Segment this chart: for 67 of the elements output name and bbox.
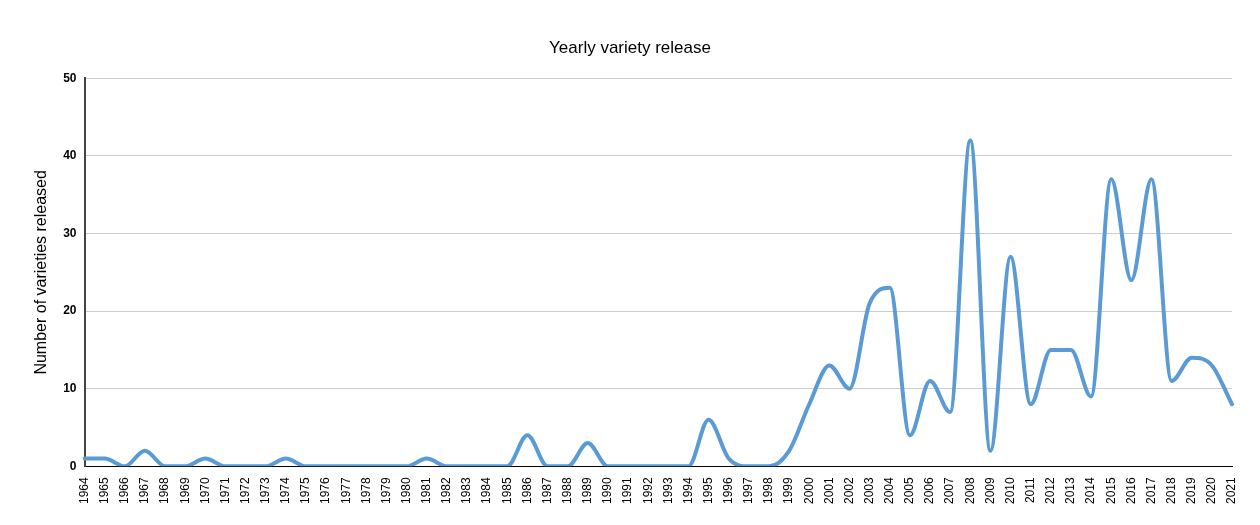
y-axis-title: Number of varieties released (32, 170, 50, 375)
x-tick-label: 1981 (419, 476, 434, 505)
x-tick-label: 1992 (640, 476, 655, 505)
x-tick-label: 1993 (660, 476, 675, 505)
x-tick-label: 2009 (982, 476, 997, 505)
y-tick-label: 50 (63, 70, 77, 85)
y-tick-label: 10 (63, 381, 77, 396)
x-tick-label: 1984 (479, 476, 494, 505)
x-tick-label: 1972 (237, 476, 252, 505)
y-tick-label: 30 (63, 225, 77, 240)
x-tick-label: 1968 (157, 476, 172, 505)
x-tick-label: 1985 (499, 476, 514, 505)
x-tick-label: 2004 (882, 476, 897, 505)
x-tick-label: 2017 (1143, 476, 1158, 505)
x-tick-label: 1995 (700, 476, 715, 505)
line-series (82, 138, 1234, 467)
x-tick-label: 1988 (560, 476, 574, 505)
x-tick-label: 1990 (600, 476, 615, 505)
x-tick-label: 1976 (318, 476, 333, 505)
x-tick-label: 2014 (1083, 476, 1098, 505)
x-tick-label: 2010 (1002, 476, 1017, 505)
x-tick-label: 1975 (298, 476, 313, 505)
y-tick-label: 0 (69, 458, 77, 473)
x-tick-label: 2020 (1204, 476, 1219, 505)
x-tick-label: 1996 (721, 476, 736, 505)
x-tick-label: 2018 (1163, 476, 1178, 505)
x-tick-label: 2013 (1063, 476, 1078, 505)
x-tick-label: 1966 (117, 476, 132, 505)
x-tick-label: 2012 (1043, 476, 1058, 505)
x-tick-label: 2000 (801, 476, 816, 505)
x-tick-label: 1982 (439, 476, 454, 505)
x-tick-label: 2001 (821, 476, 836, 505)
y-tick-label: 20 (63, 303, 77, 318)
y-tick-label: 40 (63, 148, 77, 163)
x-tick-label: 2015 (1103, 476, 1118, 505)
x-tick-label: 1991 (620, 476, 635, 505)
x-tick-label: 1964 (76, 476, 91, 505)
x-tick-label: 2021 (1224, 476, 1239, 505)
x-tick-label: 1969 (177, 476, 192, 505)
x-tick-label: 1978 (358, 476, 373, 505)
x-tick-label: 1980 (398, 476, 413, 505)
x-tick-label: 1977 (338, 476, 353, 505)
x-tick-label: 1979 (378, 476, 393, 505)
x-tick-label: 1989 (580, 476, 595, 505)
x-tick-label: 1974 (278, 476, 293, 505)
x-tick-label: 1970 (197, 476, 212, 505)
x-tick-label: 1998 (761, 476, 776, 505)
x-tick-label: 2007 (942, 476, 957, 505)
x-tick-label: 1967 (137, 476, 152, 505)
x-tick-label: 1999 (781, 476, 796, 505)
chart-title: Yearly variety release (549, 37, 711, 57)
x-tick-label: 2016 (1123, 476, 1138, 505)
x-tick-label: 2006 (922, 476, 937, 505)
x-tick-label: 1965 (96, 476, 111, 505)
x-tick-label: 1983 (459, 476, 474, 505)
x-tick-label: 1973 (258, 476, 273, 505)
x-tick-label: 2005 (902, 476, 917, 505)
x-tick-label: 2003 (861, 476, 876, 505)
x-tick-label: 2008 (962, 476, 977, 505)
x-tick-label: 1986 (519, 476, 534, 505)
x-tick-label: 1994 (680, 476, 695, 505)
x-tick-label: 2011 (1023, 476, 1038, 504)
x-tick-label: 1971 (217, 476, 232, 505)
x-tick-label: 2002 (841, 476, 856, 505)
x-tick-label: 1997 (741, 476, 756, 505)
x-tick-label: 2019 (1184, 476, 1199, 505)
x-tick-label: 1987 (539, 476, 554, 505)
